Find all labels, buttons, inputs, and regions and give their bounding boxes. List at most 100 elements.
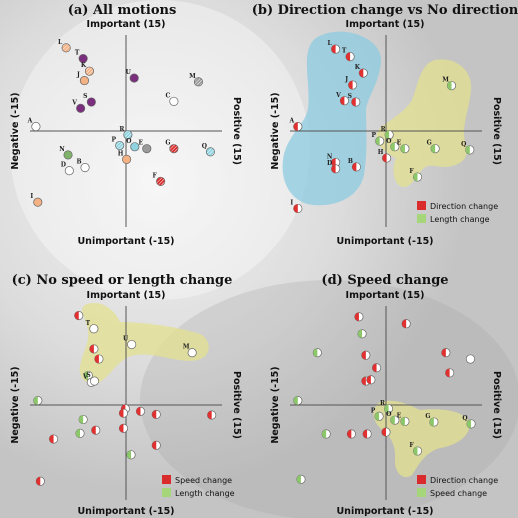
data-point: S	[348, 93, 361, 107]
point-marker	[80, 162, 90, 173]
point-marker	[123, 130, 133, 140]
data-point	[74, 310, 84, 321]
data-point: M	[183, 344, 197, 358]
data-point	[465, 354, 475, 364]
data-point: M	[189, 73, 203, 87]
data-point	[321, 429, 331, 439]
point-marker-fill	[445, 368, 450, 378]
data-point: E	[139, 140, 152, 154]
point-marker-fill	[94, 354, 99, 364]
point-marker	[78, 53, 88, 64]
point-marker	[76, 103, 86, 113]
point-marker-fill	[390, 142, 395, 151]
point-marker	[89, 324, 99, 334]
data-point: J	[344, 76, 358, 90]
point-label: E	[139, 140, 144, 147]
point-marker-fill	[78, 415, 84, 424]
legend-label: Length change	[175, 489, 235, 498]
point-marker-fill	[293, 122, 298, 131]
data-point	[78, 414, 88, 425]
point-label: P	[371, 132, 376, 139]
point-marker	[130, 142, 140, 152]
axis-label-top: Important (15)	[87, 19, 166, 30]
data-point: S	[86, 372, 100, 386]
axis-label-right: Positive (15)	[491, 371, 502, 439]
data-point	[118, 408, 129, 418]
point-marker-fill	[348, 80, 353, 90]
point-label: G	[425, 413, 430, 420]
point-label: F	[409, 168, 414, 175]
data-point	[48, 434, 59, 444]
data-point	[35, 476, 45, 486]
point-marker-fill	[293, 204, 298, 213]
point-marker-fill	[384, 404, 389, 413]
data-point	[33, 396, 43, 406]
point-label: Q	[462, 415, 467, 422]
point-marker-fill	[430, 144, 436, 153]
panel-d: (d) Speed change Important (15) Unimport…	[270, 273, 502, 517]
point-marker-fill	[382, 153, 387, 163]
point-label: G	[165, 140, 170, 147]
point-marker-fill	[296, 475, 301, 484]
axis-label-bottom: Unimportant (-15)	[336, 236, 433, 247]
point-marker	[79, 76, 89, 86]
data-point: T	[342, 48, 355, 62]
point-marker	[33, 197, 43, 207]
point-label: T	[75, 50, 80, 57]
point-label: S	[348, 93, 352, 100]
data-point: R	[380, 400, 394, 414]
point-marker-fill	[413, 446, 418, 456]
point-marker-fill	[352, 162, 357, 172]
point-marker-fill	[384, 130, 390, 139]
point-label: N	[327, 154, 333, 161]
data-point: J	[76, 72, 89, 86]
data-point: O	[126, 138, 140, 152]
point-marker	[86, 97, 96, 107]
point-marker	[193, 77, 203, 87]
point-marker-fill	[413, 172, 418, 182]
point-label: M	[189, 73, 196, 80]
legend-label: Direction change	[430, 476, 498, 485]
data-point: F	[409, 168, 423, 182]
point-label: K	[355, 64, 361, 71]
point-label: V	[335, 92, 341, 99]
panel-c: (c) No speed or length change Important …	[10, 273, 242, 517]
data-point	[151, 440, 161, 450]
data-point: H	[378, 149, 392, 163]
data-point: Q	[202, 143, 215, 157]
data-point: K	[355, 64, 368, 78]
legend-swatch	[417, 201, 426, 210]
point-label: B	[348, 158, 353, 165]
point-label: J	[344, 76, 348, 83]
point-marker-fill	[321, 429, 327, 439]
axis-label-bottom: Unimportant (-15)	[77, 506, 174, 517]
point-label: H	[378, 149, 384, 156]
legend-label: Speed change	[175, 476, 232, 485]
legend: Direction change Speed change	[417, 475, 498, 498]
data-point	[366, 375, 376, 385]
point-label: I	[30, 193, 33, 200]
legend-swatch	[417, 475, 426, 484]
data-point: E	[397, 412, 410, 426]
point-label: O	[386, 411, 391, 418]
point-marker-fill	[84, 371, 89, 380]
point-marker-fill	[362, 429, 368, 439]
axis-label-right: Positive (15)	[231, 97, 242, 165]
data-point: P	[371, 132, 385, 146]
point-label: G	[427, 140, 432, 147]
point-marker	[129, 73, 139, 83]
data-point: V	[71, 99, 86, 113]
point-label: Q	[202, 143, 207, 150]
panel-title: (a) All motions	[68, 3, 177, 18]
point-marker-fill	[351, 97, 356, 107]
point-marker	[115, 140, 125, 151]
data-point: U	[126, 69, 139, 83]
point-marker	[63, 150, 73, 160]
point-marker-fill	[36, 477, 41, 486]
axis-label-left: Negative (-15)	[270, 366, 281, 443]
axis-label-bottom: Unimportant (-15)	[336, 506, 433, 517]
data-point	[83, 370, 93, 380]
point-label: I	[290, 199, 293, 206]
point-label: O	[386, 138, 391, 145]
point-label: C	[165, 92, 170, 99]
